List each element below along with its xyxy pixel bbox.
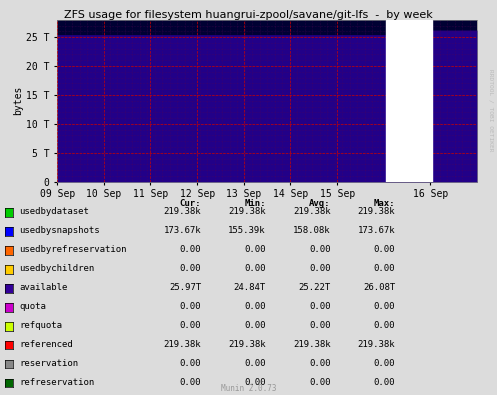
Text: 0.00: 0.00: [374, 378, 395, 387]
Text: 0.00: 0.00: [180, 378, 201, 387]
Text: 0.00: 0.00: [374, 359, 395, 368]
Text: 0.00: 0.00: [245, 359, 266, 368]
Text: 0.00: 0.00: [180, 302, 201, 311]
Text: RRDTOOL / TOBI OETIKER: RRDTOOL / TOBI OETIKER: [488, 70, 493, 152]
Text: 25.97T: 25.97T: [169, 283, 201, 292]
Text: Min:: Min:: [245, 199, 266, 209]
Text: quota: quota: [19, 302, 46, 311]
Text: usedbysnapshots: usedbysnapshots: [19, 226, 99, 235]
Bar: [386, 20, 432, 182]
Text: usedbychildren: usedbychildren: [19, 264, 94, 273]
Text: 155.39k: 155.39k: [228, 226, 266, 235]
Text: 0.00: 0.00: [374, 264, 395, 273]
Text: 219.38k: 219.38k: [293, 340, 331, 349]
Text: 0.00: 0.00: [245, 245, 266, 254]
Text: 219.38k: 219.38k: [164, 207, 201, 216]
Text: 0.00: 0.00: [245, 321, 266, 330]
Text: ZFS usage for filesystem huangrui-zpool/savane/git-lfs  -  by week: ZFS usage for filesystem huangrui-zpool/…: [64, 10, 433, 20]
Text: 219.38k: 219.38k: [228, 207, 266, 216]
Text: 219.38k: 219.38k: [357, 340, 395, 349]
Text: 219.38k: 219.38k: [228, 340, 266, 349]
Text: reservation: reservation: [19, 359, 78, 368]
Text: available: available: [19, 283, 67, 292]
Text: 0.00: 0.00: [180, 264, 201, 273]
Text: 158.08k: 158.08k: [293, 226, 331, 235]
Text: 219.38k: 219.38k: [293, 207, 331, 216]
Text: 0.00: 0.00: [180, 245, 201, 254]
Text: 24.84T: 24.84T: [234, 283, 266, 292]
Text: usedbydataset: usedbydataset: [19, 207, 89, 216]
Text: usedbyrefreservation: usedbyrefreservation: [19, 245, 126, 254]
Text: Avg:: Avg:: [309, 199, 331, 209]
Text: Cur:: Cur:: [180, 199, 201, 209]
Text: refreservation: refreservation: [19, 378, 94, 387]
Text: 173.67k: 173.67k: [164, 226, 201, 235]
Text: 173.67k: 173.67k: [357, 226, 395, 235]
Text: 0.00: 0.00: [309, 359, 331, 368]
Text: 0.00: 0.00: [180, 321, 201, 330]
Text: 0.00: 0.00: [374, 245, 395, 254]
Text: 0.00: 0.00: [245, 264, 266, 273]
Text: 0.00: 0.00: [374, 321, 395, 330]
Text: 0.00: 0.00: [180, 359, 201, 368]
Text: 0.00: 0.00: [309, 378, 331, 387]
Text: 25.22T: 25.22T: [298, 283, 331, 292]
Text: 219.38k: 219.38k: [357, 207, 395, 216]
Text: referenced: referenced: [19, 340, 73, 349]
Text: 219.38k: 219.38k: [164, 340, 201, 349]
Text: 0.00: 0.00: [309, 302, 331, 311]
Text: 0.00: 0.00: [309, 264, 331, 273]
Text: Max:: Max:: [374, 199, 395, 209]
Text: 0.00: 0.00: [245, 302, 266, 311]
Y-axis label: bytes: bytes: [13, 86, 23, 115]
Text: 0.00: 0.00: [309, 321, 331, 330]
Text: refquota: refquota: [19, 321, 62, 330]
Text: Munin 2.0.73: Munin 2.0.73: [221, 384, 276, 393]
Text: 0.00: 0.00: [309, 245, 331, 254]
Text: 0.00: 0.00: [245, 378, 266, 387]
Text: 26.08T: 26.08T: [363, 283, 395, 292]
Text: 0.00: 0.00: [374, 302, 395, 311]
